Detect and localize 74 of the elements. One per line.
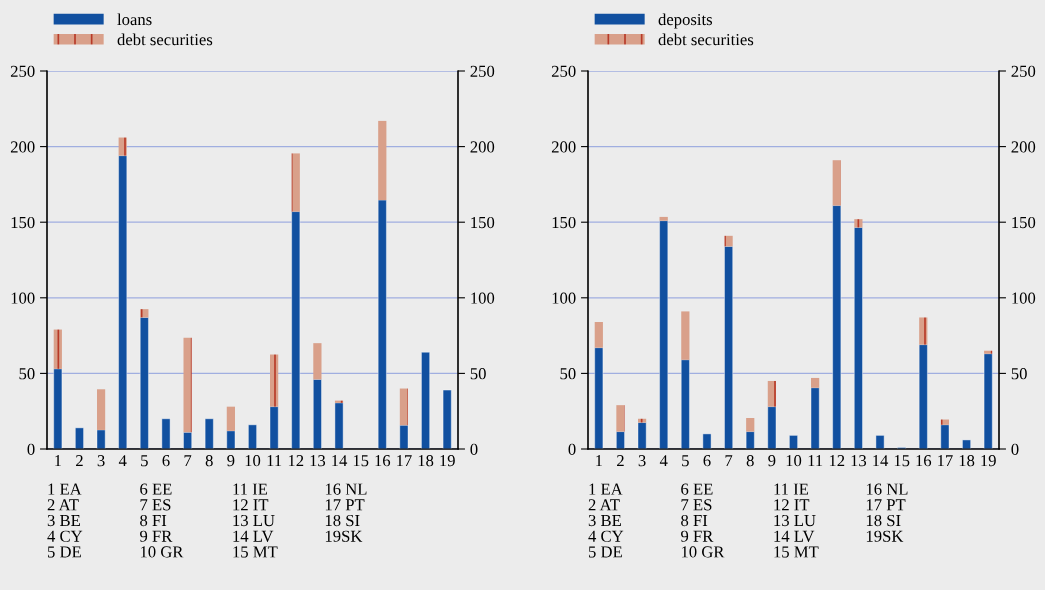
- y2-tick-label: 150: [471, 216, 495, 229]
- x-tick-label: 16: [916, 455, 932, 467]
- text: 16 NL 17 PT 18 SI 19SK: [866, 483, 908, 542]
- y2-tick-label: 200: [470, 141, 495, 153]
- y2-tick-label: 150: [1012, 216, 1036, 229]
- text: 6 EE 7 ES 8 FI 9 FR 10 GR: [681, 483, 725, 558]
- y-tick-label: 0: [27, 443, 35, 455]
- y-tick-label: 50: [19, 368, 35, 380]
- x-tick-label: 10: [245, 455, 261, 467]
- x-tick-label: 2: [617, 455, 624, 467]
- x-tick-label: 2: [76, 455, 83, 467]
- x-tick-label: 10: [786, 455, 802, 467]
- x-tick-label: 19: [981, 455, 996, 467]
- x-tick-label: 13: [310, 455, 326, 467]
- y-tick-label: 0: [568, 443, 576, 455]
- y-tick-label: 50: [560, 368, 576, 380]
- x-tick-label: 6: [162, 455, 170, 467]
- text: 6 EE 7 ES 8 FI 9 FR 10 GR: [140, 483, 184, 558]
- legend-label: debt securities: [658, 33, 754, 46]
- x-tick-label: 15: [894, 455, 910, 467]
- x-tick-label: 18: [959, 455, 975, 467]
- x-tick-label: 7: [725, 455, 733, 467]
- legend-label: debt securities: [117, 33, 213, 46]
- text: 1 EA 2 AT 3 BE 4 CY 5 DE: [588, 483, 624, 558]
- x-tick-label: 1: [596, 455, 602, 467]
- y2-tick-label: 250: [1011, 65, 1036, 77]
- x-tick-label: 8: [746, 455, 754, 467]
- text: 11 IE 12 IT 13 LU 14 LV 15 MT: [233, 483, 278, 558]
- y2-tick-label: 0: [470, 443, 478, 455]
- y2-tick-label: 250: [470, 65, 495, 77]
- text: 1 EA 2 AT 3 BE 4 CY 5 DE: [47, 483, 83, 558]
- x-tick-label: 18: [418, 455, 434, 467]
- y-tick-label: 250: [551, 65, 576, 77]
- x-tick-label: 19: [440, 455, 455, 467]
- legend-label: deposits: [658, 13, 713, 29]
- y2-tick-label: 100: [471, 292, 495, 304]
- x-tick-label: 7: [184, 455, 192, 467]
- y-tick-label: 150: [552, 216, 576, 229]
- legend-label: loans: [117, 13, 152, 26]
- x-tick-label: 12: [288, 455, 304, 467]
- x-tick-label: 16: [375, 455, 391, 467]
- x-tick-label: 15: [353, 455, 369, 467]
- y-tick-label: 100: [11, 292, 35, 304]
- x-tick-label: 5: [682, 455, 689, 467]
- x-tick-label: 3: [638, 455, 646, 467]
- x-tick-label: 14: [332, 455, 348, 467]
- text: 11 IE 12 IT 13 LU 14 LV 15 MT: [774, 483, 819, 558]
- y2-tick-label: 50: [470, 368, 486, 380]
- y2-tick-label: 100: [1012, 292, 1036, 304]
- x-tick-label: 5: [141, 455, 148, 467]
- x-tick-label: 14: [873, 455, 889, 467]
- y2-tick-label: 50: [1011, 368, 1027, 380]
- x-tick-label: 4: [118, 455, 127, 467]
- x-tick-label: 13: [851, 455, 867, 467]
- x-tick-label: 17: [397, 455, 412, 467]
- text: 16 NL 17 PT 18 SI 19SK: [325, 483, 367, 542]
- y2-tick-label: 200: [1011, 141, 1036, 153]
- y-tick-label: 200: [10, 141, 35, 153]
- y2-tick-label: 0: [1011, 443, 1019, 455]
- x-tick-label: 6: [703, 455, 711, 467]
- x-tick-label: 11: [808, 455, 823, 467]
- x-tick-label: 11: [267, 455, 282, 467]
- x-tick-label: 9: [768, 455, 776, 467]
- x-tick-label: 4: [659, 455, 668, 467]
- x-tick-label: 1: [55, 455, 61, 467]
- y-tick-label: 200: [551, 141, 576, 153]
- x-tick-label: 9: [227, 455, 235, 467]
- x-tick-label: 12: [829, 455, 845, 467]
- x-tick-label: 17: [938, 455, 953, 467]
- x-tick-label: 8: [205, 455, 213, 467]
- y-tick-label: 100: [552, 292, 576, 304]
- x-tick-label: 3: [97, 455, 105, 467]
- y-tick-label: 150: [11, 216, 35, 229]
- y-tick-label: 250: [10, 65, 35, 77]
